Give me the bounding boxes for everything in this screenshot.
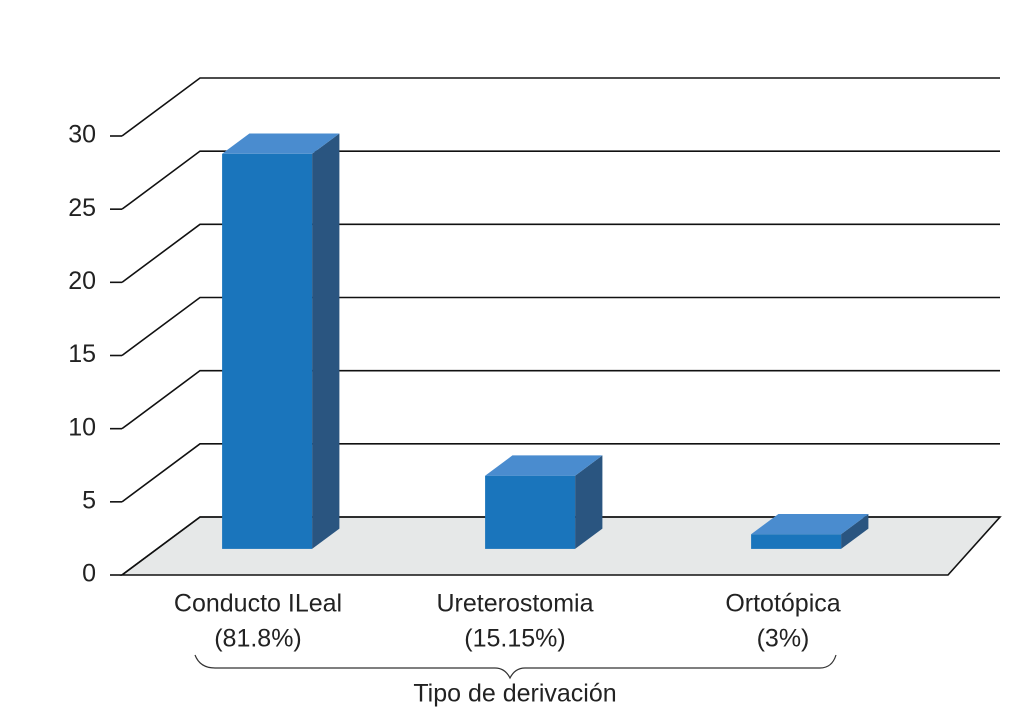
x-tick-label: (3%) [757,625,810,653]
axis-brace [194,654,837,680]
bar-side [841,513,869,549]
y-tick-label: 0 [82,560,96,588]
y-tick-label: 5 [82,486,96,514]
bar [222,153,313,549]
bar [485,475,576,549]
y-tick-label: 30 [68,121,96,149]
grid-line [121,223,1000,283]
bar-side [575,455,603,549]
grid-line [121,369,1000,430]
grid-line [121,296,1000,357]
y-tick-label: 25 [68,194,96,222]
plot-area: 0 5 10 15 20 25 30 Conducto ILeal (81.8%) Uretero… [68,77,1002,653]
bar-top [751,513,869,535]
x-tick-label: Ortotópica [725,590,840,618]
bar [751,534,842,549]
x-tick-label: Conducto ILeal [174,590,342,618]
y-tick-label: 15 [68,340,96,368]
grid-line [121,77,1000,137]
bar-top [485,455,603,476]
grid-line [121,150,1000,210]
x-tick-label: (15.15%) [464,625,565,653]
y-tick-label: 20 [68,267,96,295]
bar-top [222,133,340,154]
x-tick-label: (81.8%) [214,625,302,653]
y-tick-label: 10 [68,413,96,441]
x-tick-label: Ureterostomia [437,590,594,618]
bar-side [312,133,340,549]
x-axis-title: Tipo de derivación [413,680,616,708]
grid-line [121,516,1000,576]
grid-line [121,443,1000,503]
